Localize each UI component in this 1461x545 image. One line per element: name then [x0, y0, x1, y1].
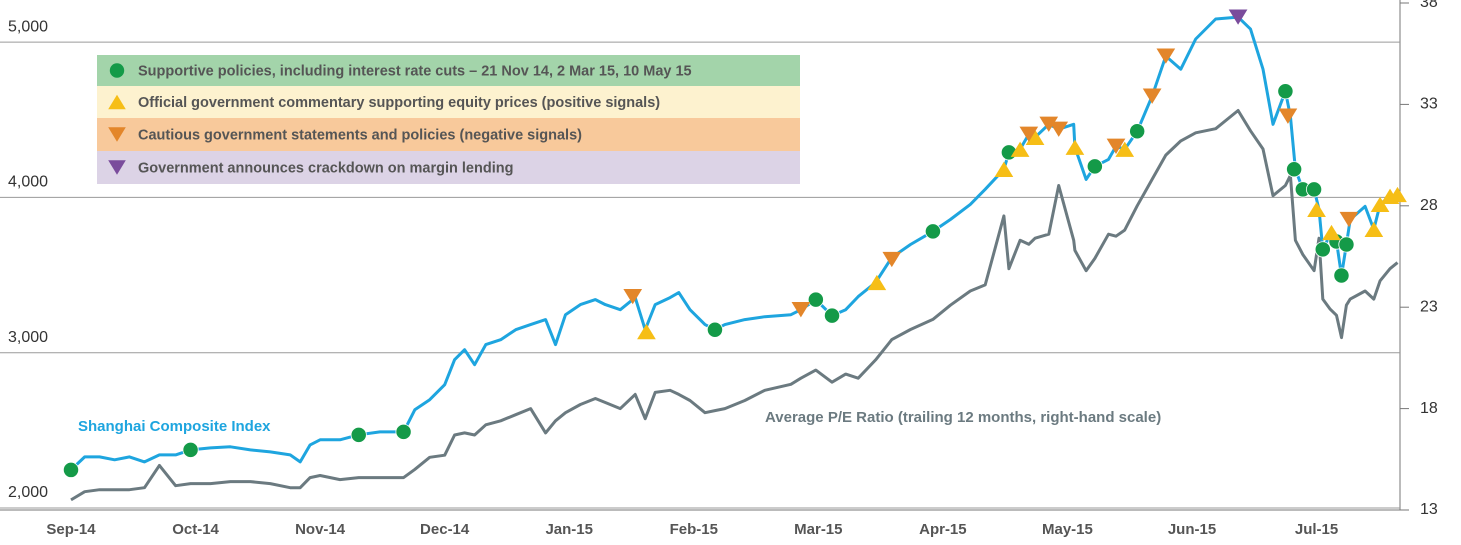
event-marker [791, 302, 811, 318]
legend-marker [108, 94, 126, 110]
event-marker [1370, 196, 1390, 213]
event-marker [882, 251, 902, 268]
x-tick-label: Feb-15 [670, 521, 718, 538]
event-marker [62, 461, 80, 478]
event-marker [1388, 186, 1407, 203]
y2-tick-label: 18 [1420, 400, 1438, 417]
y2-tick-label: 23 [1420, 298, 1438, 315]
legend-label: Government announces crackdown on margin… [138, 160, 513, 176]
event-marker [350, 426, 367, 443]
y-tick-label: 2,000 [8, 484, 48, 501]
event-marker [1306, 181, 1323, 198]
legend-label: Supportive policies, including interest … [138, 63, 692, 79]
event-marker [1314, 241, 1331, 258]
event-marker [1142, 88, 1162, 104]
event-marker [1025, 129, 1045, 145]
legend-marker [108, 127, 126, 142]
y2-tick-label: 38 [1420, 0, 1438, 11]
event-marker [1106, 138, 1126, 154]
event-marker [1019, 126, 1039, 142]
event-marker [1049, 121, 1069, 137]
x-tick-label: Jul-15 [1295, 521, 1338, 538]
event-marker [867, 274, 887, 291]
event-marker [1228, 9, 1248, 25]
legend-label: Official government commentary supportin… [138, 95, 660, 111]
legend-band [97, 55, 800, 86]
event-marker [1129, 123, 1146, 140]
event-marker [395, 423, 412, 440]
x-tick-label: Mar-15 [794, 521, 842, 538]
legend-marker [109, 63, 125, 78]
legend-label: Cautious government statements and polic… [138, 127, 582, 143]
series-label: Shanghai Composite Index [78, 418, 271, 435]
event-marker [1278, 108, 1298, 124]
y-tick-label: 3,000 [8, 329, 48, 346]
event-marker [1065, 139, 1085, 155]
event-marker [1338, 236, 1355, 253]
x-tick-label: Apr-15 [919, 521, 967, 538]
x-tick-label: Dec-14 [420, 521, 470, 538]
event-marker [1115, 141, 1135, 157]
series-label: Average P/E Ratio (trailing 12 months, r… [765, 409, 1161, 426]
x-tick-label: Jun-15 [1168, 521, 1216, 538]
event-marker [1339, 211, 1359, 228]
event-marker [1156, 48, 1176, 64]
x-tick-label: Oct-14 [172, 521, 219, 538]
x-tick-label: Jan-15 [545, 521, 593, 538]
event-marker [1322, 224, 1341, 241]
event-marker [1364, 221, 1384, 238]
y2-tick-label: 28 [1420, 197, 1438, 214]
y-tick-label: 5,000 [8, 18, 48, 35]
event-marker [1010, 141, 1030, 157]
x-tick-label: May-15 [1042, 521, 1093, 538]
event-marker [924, 223, 941, 240]
event-marker [1039, 116, 1059, 132]
event-marker [637, 323, 656, 340]
event-marker [1286, 161, 1303, 178]
legend-band [97, 151, 800, 184]
event-marker [823, 307, 841, 324]
legend-band [97, 86, 800, 118]
event-marker [994, 161, 1014, 177]
legend-marker [108, 160, 126, 175]
event-marker [182, 441, 199, 458]
event-marker [1277, 83, 1294, 100]
y-tick-label: 4,000 [8, 174, 48, 191]
event-marker [1307, 201, 1326, 218]
series-line [70, 109, 1399, 502]
y2-tick-label: 33 [1420, 96, 1438, 113]
event-marker [1333, 267, 1350, 284]
x-tick-label: Nov-14 [295, 521, 346, 538]
event-marker [706, 321, 723, 338]
event-marker [1086, 158, 1103, 175]
event-marker [807, 291, 824, 308]
x-tick-label: Sep-14 [46, 521, 96, 538]
y2-tick-label: 13 [1420, 501, 1438, 518]
event-marker [623, 288, 643, 305]
legend-band [97, 118, 800, 151]
